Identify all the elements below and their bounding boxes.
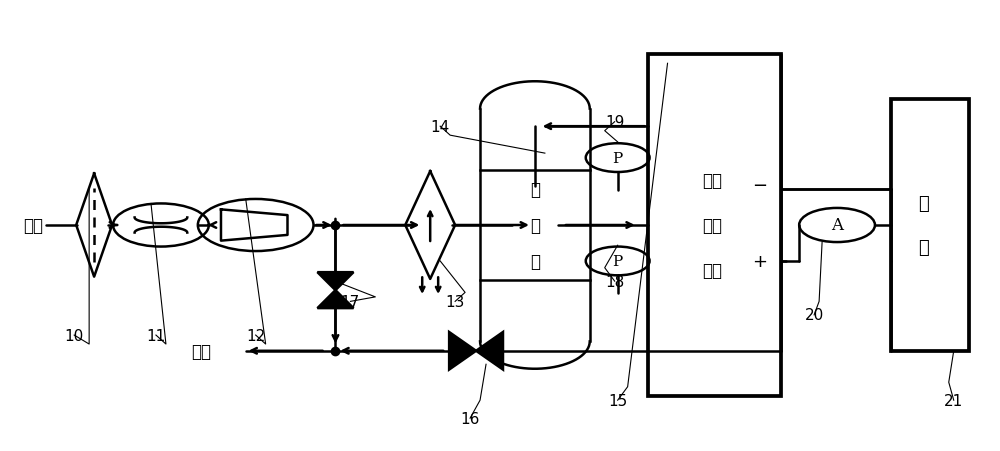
Text: 17: 17 (341, 294, 360, 309)
Text: 11: 11 (146, 328, 166, 343)
Text: 18: 18 (605, 274, 624, 289)
Text: P: P (613, 151, 623, 165)
Text: 16: 16 (460, 411, 480, 426)
Text: 电池: 电池 (702, 216, 722, 235)
Text: 湿: 湿 (530, 216, 540, 235)
Text: 载: 载 (918, 239, 929, 257)
Text: 20: 20 (804, 308, 824, 322)
Polygon shape (476, 332, 503, 370)
Polygon shape (317, 290, 353, 308)
Text: 排气: 排气 (191, 342, 211, 360)
Text: 燃料: 燃料 (702, 172, 722, 190)
Polygon shape (317, 272, 353, 290)
Text: 19: 19 (605, 115, 624, 130)
Text: A: A (831, 217, 843, 234)
Bar (648, 55, 781, 396)
Text: 负: 负 (918, 194, 929, 212)
Bar (891, 100, 969, 351)
Text: 空气: 空气 (23, 216, 43, 235)
Text: +: + (752, 253, 767, 270)
Text: 13: 13 (445, 294, 465, 309)
Text: 器: 器 (530, 253, 540, 270)
Text: 21: 21 (944, 393, 963, 408)
Text: P: P (613, 254, 623, 268)
Text: 10: 10 (65, 328, 84, 343)
Text: 15: 15 (608, 393, 627, 408)
Text: 12: 12 (246, 328, 265, 343)
Text: −: − (752, 176, 767, 194)
Text: 14: 14 (431, 120, 450, 134)
Text: 电堆: 电堆 (702, 261, 722, 279)
Text: 加: 加 (530, 181, 540, 198)
Polygon shape (449, 332, 476, 370)
